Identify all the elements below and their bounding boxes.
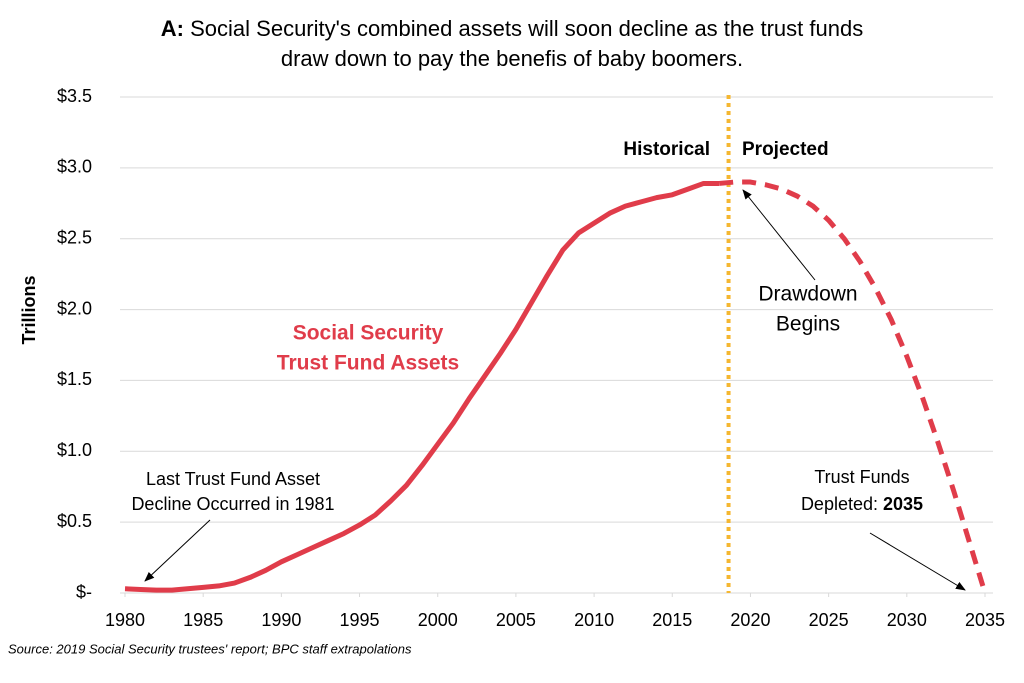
y-tick-label: $1.0 — [57, 440, 92, 460]
series-label: Trust Fund Assets — [277, 352, 459, 375]
annotation: Drawdown — [758, 283, 857, 306]
title-label: A: — [161, 16, 184, 41]
x-tick-label: 2005 — [496, 610, 536, 630]
arrow — [144, 519, 211, 582]
annotation: Depleted: 2035 — [801, 494, 923, 514]
annotation: Begins — [776, 313, 840, 336]
y-axis-label: Trillions — [19, 275, 39, 344]
series-line — [718, 179, 988, 594]
y-tick-label: $3.5 — [57, 86, 92, 106]
x-tick-label: 2025 — [809, 610, 849, 630]
series-label: Social Security — [293, 322, 444, 345]
y-tick-label: $2.5 — [57, 227, 92, 247]
annotation-text: Depleted: — [801, 494, 878, 514]
chart-title: A: Social Security's combined assets wil… — [161, 16, 863, 41]
annotation: Trust Funds — [814, 467, 909, 487]
title-line: Social Security's combined assets will s… — [190, 16, 863, 41]
x-tick-label: 2030 — [887, 610, 927, 630]
x-tick-label: 2035 — [965, 610, 1005, 630]
x-tick-label: 2010 — [574, 610, 614, 630]
annotation: Last Trust Fund Asset — [146, 469, 320, 489]
legend-label: Projected — [742, 139, 829, 160]
x-tick-label: 2015 — [652, 610, 692, 630]
x-tick-label: 1985 — [183, 610, 223, 630]
y-tick-label: $2.0 — [57, 298, 92, 318]
chart-title: draw down to pay the benefis of baby boo… — [281, 46, 743, 71]
series-line — [124, 180, 720, 593]
source: Source: 2019 Social Security trustees' r… — [8, 641, 412, 656]
arrow — [869, 532, 966, 591]
arrow — [742, 189, 816, 281]
y-tick-label: $- — [76, 582, 92, 602]
x-tick-label: 1990 — [261, 610, 301, 630]
x-tick-label: 1980 — [105, 610, 145, 630]
y-tick-label: $0.5 — [57, 511, 92, 531]
x-tick-label: 2000 — [418, 610, 458, 630]
y-tick-label: $1.5 — [57, 369, 92, 389]
x-tick-label: 1995 — [340, 610, 380, 630]
legend-label: Historical — [623, 139, 710, 160]
annotation: Decline Occurred in 1981 — [131, 494, 334, 514]
x-tick-label: 2020 — [730, 610, 770, 630]
annotation-bold: 2035 — [883, 494, 923, 514]
y-tick-label: $3.0 — [57, 157, 92, 177]
